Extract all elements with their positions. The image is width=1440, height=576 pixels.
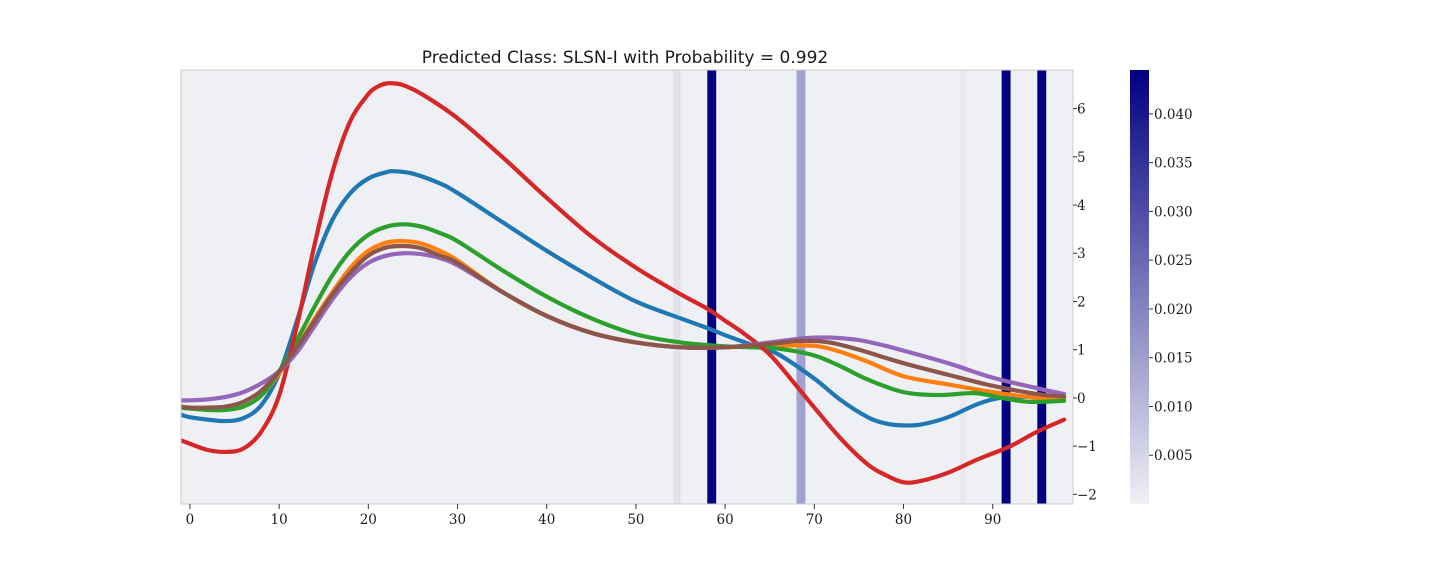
colorbar-axis: 0.005 0.010 0.015 0.020 0.025 0.030 0.035 0.040 <box>1149 107 1193 464</box>
x-tick-label: 90 <box>984 512 1001 528</box>
y-tick-label: −2 <box>1077 487 1097 503</box>
highlight-band <box>959 70 966 504</box>
x-tick-label: 0 <box>186 512 195 528</box>
colorbar-tick-label: 0.015 <box>1154 351 1193 367</box>
y-tick-label: −1 <box>1077 439 1097 455</box>
y-tick-label: 1 <box>1077 343 1086 359</box>
x-tick-label: 20 <box>360 512 377 528</box>
x-axis: 0 10 20 30 40 50 60 70 80 90 <box>186 504 1001 528</box>
series-line <box>181 243 1067 410</box>
highlight-band <box>796 70 806 504</box>
highlight-bands <box>673 70 1047 504</box>
y-tick-label: 6 <box>1077 102 1086 118</box>
colorbar-tick-label: 0.010 <box>1154 399 1193 415</box>
y-axis: −2 −1 0 1 2 3 4 5 6 <box>1073 102 1097 503</box>
highlight-band <box>1001 70 1011 504</box>
highlight-band <box>673 70 681 504</box>
x-tick-label: 10 <box>271 512 288 528</box>
plot-frame <box>180 69 1074 505</box>
colorbar <box>1130 70 1149 504</box>
y-tick-label: 5 <box>1077 150 1086 166</box>
x-tick-label: 70 <box>806 512 823 528</box>
colorbar-tick-label: 0.040 <box>1154 107 1193 123</box>
x-tick-label: 50 <box>627 512 644 528</box>
series-lines <box>181 81 1067 485</box>
y-tick-label: 4 <box>1077 198 1086 214</box>
y-tick-label: 2 <box>1077 294 1086 310</box>
chart-title: Predicted Class: SLSN-I with Probability… <box>422 48 828 68</box>
y-tick-label: 0 <box>1077 391 1086 407</box>
colorbar-tick-label: 0.025 <box>1154 253 1193 269</box>
colorbar-tick-label: 0.020 <box>1154 302 1193 318</box>
y-tick-label: 3 <box>1077 246 1086 262</box>
x-tick-label: 60 <box>717 512 734 528</box>
plot-background <box>181 70 1073 504</box>
colorbar-tick-label: 0.030 <box>1154 204 1193 220</box>
highlight-band <box>707 70 717 504</box>
x-tick-label: 80 <box>895 512 912 528</box>
colorbar-tick-label: 0.005 <box>1154 448 1193 464</box>
highlight-band <box>1037 70 1047 504</box>
x-tick-label: 30 <box>449 512 466 528</box>
x-tick-label: 40 <box>538 512 555 528</box>
colorbar-tick-label: 0.035 <box>1154 156 1193 172</box>
